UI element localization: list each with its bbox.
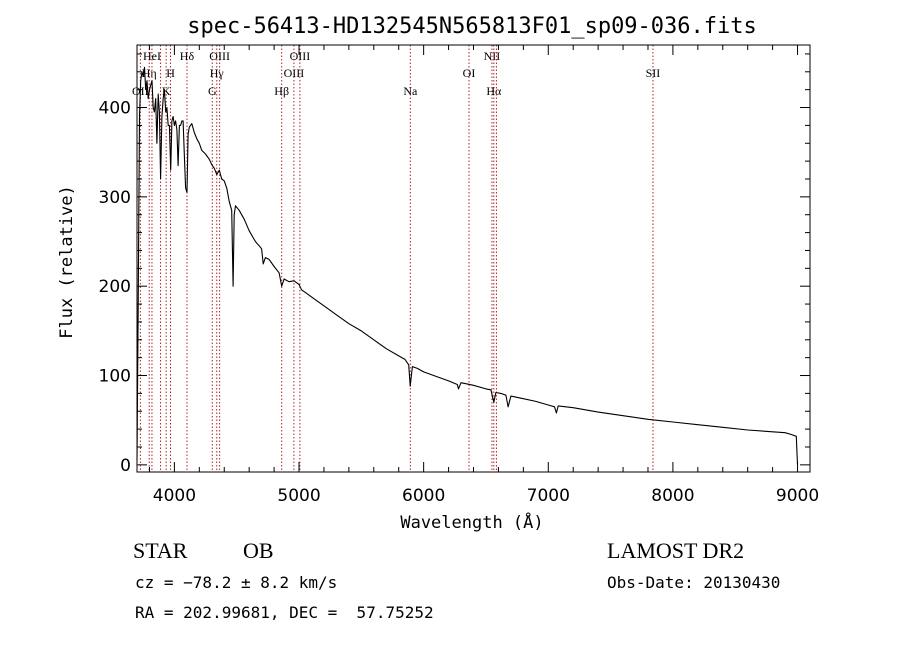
x-tick-label: 7000: [527, 486, 570, 506]
survey-name: LAMOST DR2: [607, 538, 745, 563]
x-tick-label: 9000: [776, 486, 819, 506]
x-axis-label: Wavelength (Å): [400, 511, 543, 533]
chart-title: spec-56413-HD132545N565813F01_sp09-036.f…: [187, 14, 757, 39]
plot-area: OIIHηHeIKHHδGHγOIIIHβOIIIOIIINaOINIIHαSI…: [99, 44, 819, 506]
x-tick-label: 5000: [277, 486, 320, 506]
y-tick-label: 0: [120, 456, 131, 476]
spectral-line-label: SII: [646, 66, 661, 80]
spectral-line-label: Hδ: [180, 49, 195, 63]
y-tick-label: 100: [99, 367, 131, 387]
y-tick-label: 400: [99, 99, 131, 119]
spectral-line-label: G: [208, 84, 217, 98]
plot-frame: [136, 44, 811, 473]
spectrum-line: [136, 66, 799, 465]
object-subclass: OB: [243, 538, 274, 563]
spectral-line-label: Hα: [486, 84, 502, 98]
spectral-line-label: Hγ: [210, 66, 225, 80]
object-type: STAR: [133, 538, 188, 563]
spectral-line-label: OIII: [209, 49, 230, 63]
spectral-line-label: K: [162, 84, 171, 98]
spectral-line-label: HeI: [143, 49, 161, 63]
redshift-text: cz = −78.2 ± 8.2 km/s: [135, 573, 338, 592]
x-tick-label: 8000: [651, 486, 694, 506]
spectral-line-label: NII: [484, 49, 501, 63]
x-tick-label: 4000: [153, 486, 196, 506]
spectral-line-label: Na: [403, 84, 418, 98]
y-tick-label: 300: [99, 188, 131, 208]
spectral-line-label: H: [166, 66, 175, 80]
spectral-line-label: Hβ: [274, 84, 289, 98]
coordinates-text: RA = 202.99681, DEC = 57.75252: [135, 603, 434, 622]
spectral-line-label: OI: [463, 66, 476, 80]
spectral-line-label: OIII: [284, 66, 305, 80]
spectral-line-label: OIII: [290, 49, 311, 63]
y-tick-label: 200: [99, 277, 131, 297]
obs-date-text: Obs-Date: 20130430: [607, 573, 781, 592]
x-tick-label: 6000: [402, 486, 445, 506]
y-axis-label: Flux (relative): [57, 185, 77, 339]
